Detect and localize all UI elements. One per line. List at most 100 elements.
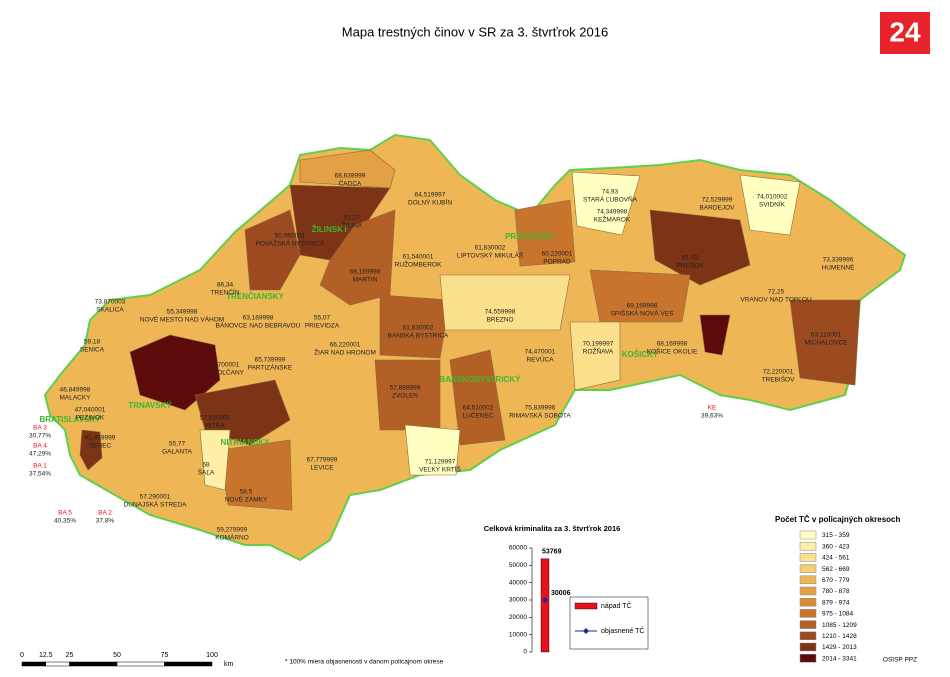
district-rate: 65,739999 [255, 357, 286, 364]
district-name: GALANTA [162, 449, 193, 456]
scale-label: 50 [113, 652, 121, 659]
district-rate: 86,34 [217, 282, 234, 289]
district-rate: 68,169998 [657, 341, 688, 348]
scale-unit: km [224, 661, 234, 668]
district-rate: 74,470001 [525, 349, 556, 356]
district-rate: 60,220001 [542, 251, 573, 258]
legend-swatch [799, 564, 817, 573]
district-shape [739, 174, 801, 236]
district-rate: 63,110001 [811, 332, 842, 339]
district-shape [699, 314, 731, 356]
district-rate: 74,010002 [757, 194, 788, 201]
legend-swatch [799, 620, 817, 629]
city-name: BA 3 [33, 425, 47, 432]
y-tick-label: 0 [523, 649, 527, 656]
district-name: VEĽKÝ KRTÍŠ [419, 465, 461, 474]
region-label: KOŠICKÝ [622, 350, 659, 359]
district-rate: 67,779999 [307, 457, 338, 464]
district-shape [194, 379, 291, 446]
district-rate: 73,339996 [823, 257, 854, 264]
district-shape [439, 274, 571, 331]
legend-label: 1210 - 1428 [822, 633, 857, 640]
region-label: BANSKOBYSTRICKÝ [440, 375, 522, 384]
district-shape [244, 209, 301, 291]
district-rate: 57,630001 [200, 415, 231, 422]
city-name: BA 2 [98, 510, 112, 517]
district-name: PREŠOV [676, 261, 704, 270]
city-name: BA 1 [33, 463, 47, 470]
legend-label: 780 - 878 [822, 588, 850, 595]
legend-swatch [799, 575, 817, 585]
scale-segment [164, 661, 213, 667]
value-label: 30006 [551, 590, 571, 597]
district-name: ŽIAR NAD HRONOM [314, 348, 376, 357]
district-rate: 55,349998 [167, 309, 198, 316]
district-rate: 59,18 [84, 339, 101, 346]
district-name: HUMENNÉ [822, 263, 856, 272]
city-rate: 40,35% [54, 518, 76, 525]
scale-label: 0 [20, 652, 24, 659]
district-shape [449, 349, 506, 446]
legend-label: 879 - 974 [822, 599, 850, 606]
district-name: TOPOĽČANY [204, 368, 245, 377]
district-rate: 58,5 [240, 489, 253, 496]
district-name: NOVÉ MESTO NAD VÁHOM [140, 315, 224, 324]
y-tick-label: 20000 [509, 614, 527, 621]
district-name: NOVÉ ZÁMKY [225, 495, 268, 504]
district-name: RIMAVSKÁ SOBOTA [509, 411, 571, 420]
city-name: BA 4 [33, 443, 47, 450]
district-shape [514, 199, 576, 267]
scale-label: 100 [206, 652, 218, 659]
district-rate: 47,040001 [75, 407, 106, 414]
district-name: SENICA [80, 347, 105, 354]
y-tick-label: 10000 [509, 631, 527, 638]
legend-label: 315 - 359 [822, 532, 850, 539]
district-name: LEVICE [310, 465, 334, 472]
district-name: ROŽŇAVA [583, 347, 614, 356]
district-rate: 41,459999 [85, 435, 116, 442]
district-name: STARÁ ĽUBOVŇA [583, 195, 638, 204]
district-name: POVAŽSKÁ BYSTRICA [256, 239, 326, 248]
scale-segment [116, 661, 165, 667]
district-rate: 50,060001 [275, 233, 306, 240]
city-name: KE [708, 405, 717, 412]
district-rate: 73,870003 [95, 299, 126, 306]
district-name: DOLNÝ KUBÍN [408, 198, 452, 207]
legend-swatch [799, 631, 817, 641]
district-rate: 64,510002 [463, 405, 494, 412]
district-rate: 68,639999 [335, 173, 366, 180]
scale-label: 12.5 [39, 652, 53, 659]
district-rate: 68,169998 [350, 269, 381, 276]
legend-label: 562 - 669 [822, 566, 850, 573]
legend-label: 2014 - 3341 [822, 655, 857, 662]
district-rate: 71,129997 [425, 459, 456, 466]
district-name: VRANOV NAD TOPĽOU [740, 297, 812, 304]
district-rate: 70,199997 [583, 341, 614, 348]
scale-segment [45, 661, 70, 667]
legend-label: nápad TČ [601, 601, 632, 610]
logo: 24 [889, 16, 921, 47]
district-name: KOŠICE OKOLIE [647, 347, 698, 356]
district-rate: 72,529999 [702, 197, 733, 204]
district-shape [589, 269, 691, 323]
district-rate: 61,830002 [475, 245, 506, 252]
scale-bar: 0 12.5 25 50 75 100 km [20, 652, 233, 668]
district-rate: 59,279999 [217, 527, 248, 534]
district-name: MARTIN [353, 277, 378, 284]
map-labels: BRATISLAVSKÝ TRNAVSKÝ TRENČIANSKY NITRIANSK… [29, 173, 855, 542]
district-name: TRENČÍN [211, 288, 240, 297]
region-label: TRNAVSKÝ [128, 401, 172, 410]
district-name: PARTIZÁNSKE [248, 363, 293, 372]
y-tick-label: 60000 [509, 545, 527, 552]
district-name: ZVOLEN [392, 393, 418, 400]
district-rate: 55,07 [314, 315, 331, 322]
district-name: SENEC [89, 443, 112, 450]
city-rate: 37,54% [29, 471, 51, 478]
bar [540, 558, 550, 653]
legend-label: 1429 - 2013 [822, 644, 857, 651]
district-name: ČADCA [339, 179, 362, 188]
legend-swatch [799, 586, 817, 596]
district-rate: 74,93 [602, 189, 619, 196]
legend-swatch [799, 530, 817, 540]
district-rate: 68 [202, 462, 210, 469]
